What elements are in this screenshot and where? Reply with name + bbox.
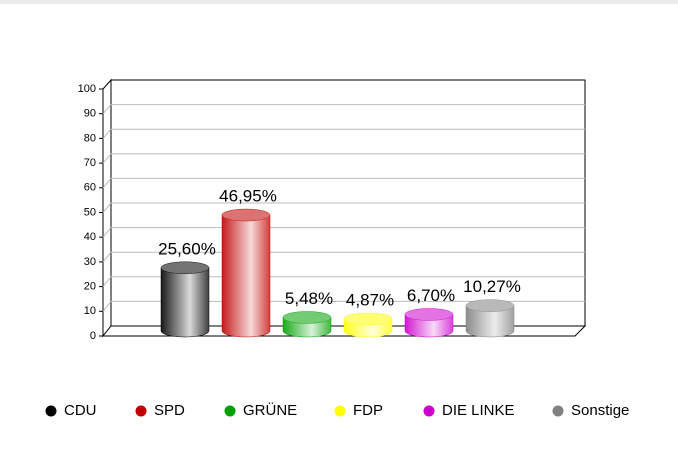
value-label: 10,27%	[463, 277, 521, 296]
legend-label: DIE LINKE	[442, 402, 515, 419]
grid-line	[102, 301, 112, 312]
legend-swatch	[135, 405, 147, 417]
grid-line	[102, 104, 112, 115]
bar-cap	[343, 312, 393, 326]
legend-label: FDP	[353, 402, 383, 419]
value-label: 46,95%	[219, 187, 277, 206]
legend-label: GRÜNE	[243, 401, 297, 419]
y-tick-label: 50	[84, 206, 96, 218]
bar-cap	[282, 311, 332, 324]
y-tick-label: 70	[84, 157, 96, 169]
legend-swatch	[334, 405, 346, 417]
legend-swatch	[552, 405, 564, 417]
value-label: 25,60%	[158, 239, 216, 258]
y-tick-label: 40	[84, 231, 96, 243]
grid-line	[102, 128, 112, 139]
y-tick-label: 30	[84, 256, 96, 268]
legend-label: CDU	[64, 402, 97, 419]
grid-line	[102, 202, 112, 213]
y-tick-label: 60	[84, 182, 96, 194]
legend-label: Sonstige	[571, 402, 629, 419]
legend-label: SPD	[154, 402, 185, 419]
bar-cap	[160, 261, 210, 275]
bar-cap	[221, 208, 271, 222]
y-tick-label: 90	[84, 108, 96, 120]
bar	[221, 214, 271, 338]
bar	[465, 305, 515, 338]
y-tick-label: 80	[84, 132, 96, 144]
legend-swatch	[45, 405, 57, 417]
legend-swatch	[224, 405, 236, 417]
bar	[404, 314, 454, 338]
grid-line	[102, 227, 112, 238]
value-label: 5,48%	[285, 289, 333, 308]
y-tick-label: 0	[90, 330, 96, 342]
y-tick-label: 20	[84, 281, 96, 293]
grid-line	[102, 153, 112, 164]
grid-line	[102, 276, 112, 287]
bar-cap	[465, 299, 515, 312]
grid-line	[102, 251, 112, 263]
grid-line	[102, 178, 112, 189]
bar-cap	[404, 308, 454, 321]
y-tick-label: 10	[84, 305, 96, 317]
top-strip	[0, 0, 678, 4]
value-label: 6,70%	[407, 286, 455, 305]
value-label: 4,87%	[346, 290, 394, 309]
legend-swatch	[423, 405, 435, 417]
y-tick-label: 100	[78, 83, 96, 95]
bar	[160, 267, 210, 338]
